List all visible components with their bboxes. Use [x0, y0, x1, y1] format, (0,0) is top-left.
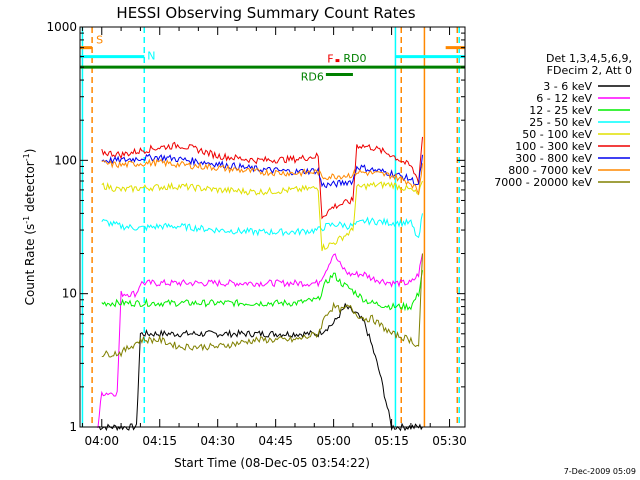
y-label-main: Count Rate (s [23, 224, 37, 306]
legend-label-6: 300 - 800 keV [515, 152, 592, 165]
axes: 1 10 100 1000 04:00 04:15 04:30 04:45 05:00 05:15… [46, 20, 466, 448]
date-stamp: 7-Dec-2009 05:09 [564, 467, 636, 476]
x-tick-label-6: 05:30 [432, 434, 467, 448]
y-axis-label: Count Rate (s-1 detector-1) [22, 149, 37, 306]
series-line-7 [101, 158, 423, 196]
series-line-0 [97, 302, 423, 432]
flag-label-2: N [147, 50, 155, 63]
series-line-1 [97, 253, 423, 429]
x-tick-label-1: 04:15 [142, 434, 177, 448]
y-tick-label-2: 100 [54, 153, 77, 167]
y-tick-label-1: 10 [62, 287, 77, 301]
plot-frame [79, 26, 466, 428]
y-label-mid: detector [23, 161, 37, 216]
x-tick-label-3: 04:45 [258, 434, 293, 448]
x-tick-label-0: 04:00 [84, 434, 119, 448]
flag-label-6: RD0 [343, 52, 366, 65]
legend-header-1: FDecim 2, Att 0 [547, 64, 632, 77]
chart-title: HESSI Observing Summary Count Rates [116, 4, 415, 22]
series-line-4 [101, 180, 423, 252]
series-line-2 [101, 270, 423, 312]
y-label-sup2: -1 [22, 153, 31, 161]
y-tick-label-3: 1000 [46, 20, 77, 34]
legend-label-0: 3 - 6 keV [543, 80, 592, 93]
legend-header-0: Det 1,3,4,5,6,9, [546, 52, 632, 65]
flag-label-7: RD6 [301, 71, 324, 84]
legend-label-7: 800 - 7000 keV [508, 164, 592, 177]
legend-label-1: 6 - 12 keV [536, 92, 592, 105]
x-tick-label-2: 04:30 [200, 434, 235, 448]
legend-label-8: 7000 - 20000 keV [494, 176, 592, 189]
series-line-5 [101, 136, 423, 220]
y-tick-label-0: 1 [69, 420, 77, 434]
flag-label-5: F [327, 53, 333, 66]
series-line-3 [101, 213, 423, 239]
legend-label-3: 25 - 50 keV [529, 116, 592, 129]
legend-label-2: 12 - 25 keV [529, 104, 592, 117]
legend-label-4: 50 - 100 keV [522, 128, 592, 141]
legend: Det 1,3,4,5,6,9,FDecim 2, Att 0 3 - 6 keV… [494, 52, 632, 189]
x-tick-label-5: 05:15 [374, 434, 409, 448]
x-tick-label-4: 05:00 [316, 434, 351, 448]
legend-label-5: 100 - 300 keV [515, 140, 592, 153]
plot-area: S N F RD0 RD6 [80, 27, 465, 432]
series-line-8 [101, 253, 423, 358]
y-label-sup1: -1 [22, 216, 31, 224]
y-label-end: ) [23, 149, 37, 154]
x-axis-label: Start Time (08-Dec-05 03:54:22) [174, 456, 370, 470]
flag-label-0: S [96, 34, 103, 47]
